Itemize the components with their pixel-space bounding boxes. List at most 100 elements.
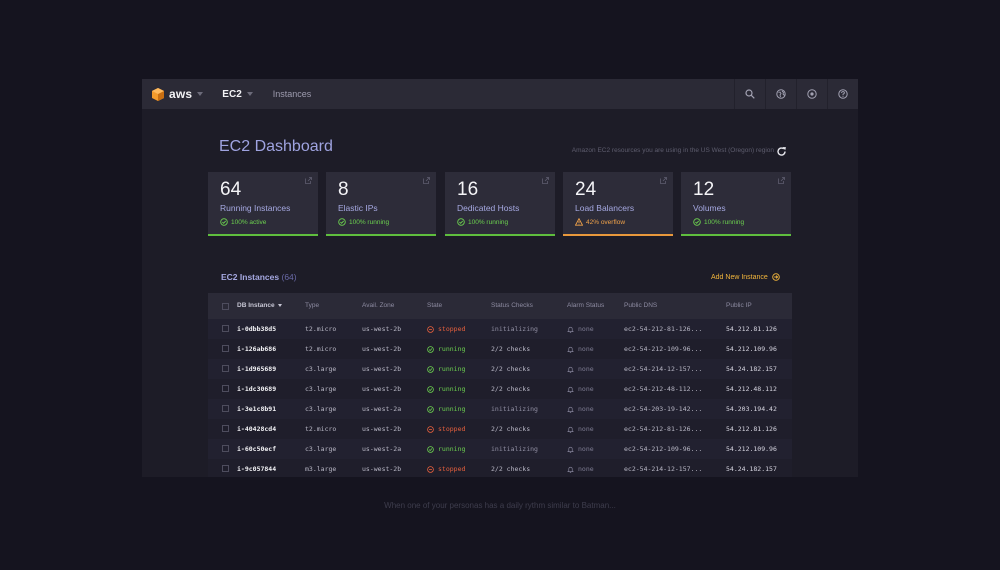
help-button[interactable] [827, 79, 858, 109]
settings-button[interactable] [796, 79, 827, 109]
instance-type: t2.micro [305, 325, 337, 333]
public-dns: ec2-54-214-12-157... [624, 365, 703, 373]
instance-state: running [427, 345, 465, 353]
instance-id[interactable]: i-1d965689 [237, 365, 277, 373]
external-link-icon[interactable] [423, 177, 430, 184]
row-checkbox[interactable] [222, 345, 229, 352]
row-checkbox[interactable] [222, 405, 229, 412]
aws-cube-icon [152, 87, 164, 101]
select-all-checkbox[interactable] [222, 303, 229, 310]
instance-id[interactable]: i-126ab686 [237, 345, 277, 353]
stop-circle-icon [427, 465, 434, 473]
row-checkbox[interactable] [222, 465, 229, 472]
ec2-app-window: aws EC2 Instances [142, 79, 858, 477]
card-volumes[interactable]: 12 Volumes 100% running [681, 172, 791, 236]
bell-icon [567, 386, 574, 393]
card-dedicated-hosts[interactable]: 16 Dedicated Hosts 100% running [445, 172, 555, 236]
top-navigation-bar: aws EC2 Instances [142, 79, 858, 109]
alarm-status-label: none [578, 365, 594, 373]
public-ip: 54.212.81.126 [726, 425, 777, 433]
row-checkbox[interactable] [222, 365, 229, 372]
card-status-text: 100% running [704, 218, 745, 226]
table-row[interactable]: i-1d965689 c3.large us-west-2b running 2/2 c… [208, 359, 792, 379]
warning-icon [575, 218, 583, 226]
table-row[interactable]: i-0dbb38d5 t2.micro us-west-2b stopped initi… [208, 319, 792, 339]
check-circle-icon [427, 385, 434, 393]
column-header-db-instance[interactable]: DB Instance [237, 302, 282, 309]
card-value: 8 [338, 179, 349, 200]
instance-id[interactable]: i-40428cd4 [237, 425, 277, 433]
public-ip: 54.212.81.126 [726, 325, 777, 333]
instance-id[interactable]: i-0dbb38d5 [237, 325, 277, 333]
table-row[interactable]: i-40428cd4 t2.micro us-west-2b stopped 2/2 c… [208, 419, 792, 439]
instances-heading: EC2 Instances (64) [221, 272, 297, 282]
add-new-instance-button[interactable]: Add New Instance [711, 273, 780, 281]
status-checks: 2/2 checks [491, 385, 531, 393]
column-header-public-dns[interactable]: Public DNS [624, 302, 658, 309]
refresh-icon[interactable] [776, 146, 787, 157]
column-header-state[interactable]: State [427, 302, 443, 309]
table-row[interactable]: i-60c50ecf c3.large us-west-2a running initi… [208, 439, 792, 459]
row-checkbox[interactable] [222, 445, 229, 452]
instance-id[interactable]: i-3e1c8b91 [237, 405, 277, 413]
card-load-balancers[interactable]: 24 Load Balancers 42% overflow [563, 172, 673, 236]
instance-type: t2.micro [305, 345, 337, 353]
add-new-instance-label: Add New Instance [711, 273, 768, 281]
instance-state: stopped [427, 425, 465, 433]
status-checks: initializing [491, 325, 538, 333]
column-header-status-checks[interactable]: Status Checks [491, 302, 533, 309]
card-status-text: 100% running [349, 218, 390, 226]
search-icon [745, 89, 755, 99]
check-circle-icon [427, 345, 434, 353]
column-header-zone[interactable]: Avail. Zone [362, 302, 395, 309]
instance-state-label: running [438, 445, 466, 453]
instance-id[interactable]: i-9c057844 [237, 465, 277, 473]
column-header-public-ip[interactable]: Public IP [726, 302, 752, 309]
instance-type: c3.large [305, 365, 337, 373]
chevron-down-icon [246, 92, 253, 96]
external-link-icon[interactable] [305, 177, 312, 184]
aws-brand-menu[interactable]: aws [152, 87, 204, 101]
alarm-status: none [567, 405, 594, 413]
table-row[interactable]: i-3e1c8b91 c3.large us-west-2a running initi… [208, 399, 792, 419]
table-row[interactable]: i-9c057844 m3.large us-west-2b stopped 2/2 c… [208, 459, 792, 477]
alarm-status: none [567, 425, 594, 433]
external-link-icon[interactable] [660, 177, 667, 184]
instance-type: m3.large [305, 465, 337, 473]
bell-icon [567, 406, 574, 413]
instance-state-label: running [438, 405, 466, 413]
public-dns: ec2-54-214-12-157... [624, 465, 703, 473]
table-row[interactable]: i-126ab686 t2.micro us-west-2b running 2/2 c… [208, 339, 792, 359]
row-checkbox[interactable] [222, 325, 229, 332]
instance-state: stopped [427, 325, 465, 333]
card-status: 100% running [338, 218, 389, 226]
check-circle-icon [427, 405, 434, 413]
availability-zone: us-west-2b [362, 385, 402, 393]
service-label: EC2 [222, 88, 242, 100]
instances-title: EC2 Instances [221, 272, 280, 282]
search-button[interactable] [734, 79, 765, 109]
card-status: 100% active [220, 218, 266, 226]
card-running-instances[interactable]: 64 Running Instances 100% active [208, 172, 318, 236]
card-elastic-ips[interactable]: 8 Elastic IPs 100% running [326, 172, 436, 236]
row-checkbox[interactable] [222, 425, 229, 432]
stop-circle-icon [427, 425, 434, 433]
public-dns: ec2-54-212-81-126... [624, 425, 703, 433]
instance-id[interactable]: i-1dc30689 [237, 385, 277, 393]
availability-zone: us-west-2b [362, 465, 402, 473]
column-header-alarm-status[interactable]: Alarm Status [567, 302, 605, 309]
row-checkbox[interactable] [222, 385, 229, 392]
table-row[interactable]: i-1dc30689 c3.large us-west-2b running 2/2 c… [208, 379, 792, 399]
instance-state-label: stopped [438, 325, 466, 333]
region-button[interactable] [765, 79, 796, 109]
availability-zone: us-west-2b [362, 365, 402, 373]
column-header-type[interactable]: Type [305, 302, 320, 309]
alarm-status-label: none [578, 445, 594, 453]
card-status-text: 42% overflow [586, 218, 626, 226]
service-menu[interactable]: EC2 [222, 88, 253, 100]
external-link-icon[interactable] [542, 177, 549, 184]
breadcrumb-instances[interactable]: Instances [272, 89, 312, 99]
external-link-icon[interactable] [778, 177, 785, 184]
card-value: 16 [457, 179, 479, 200]
instance-id[interactable]: i-60c50ecf [237, 445, 277, 453]
